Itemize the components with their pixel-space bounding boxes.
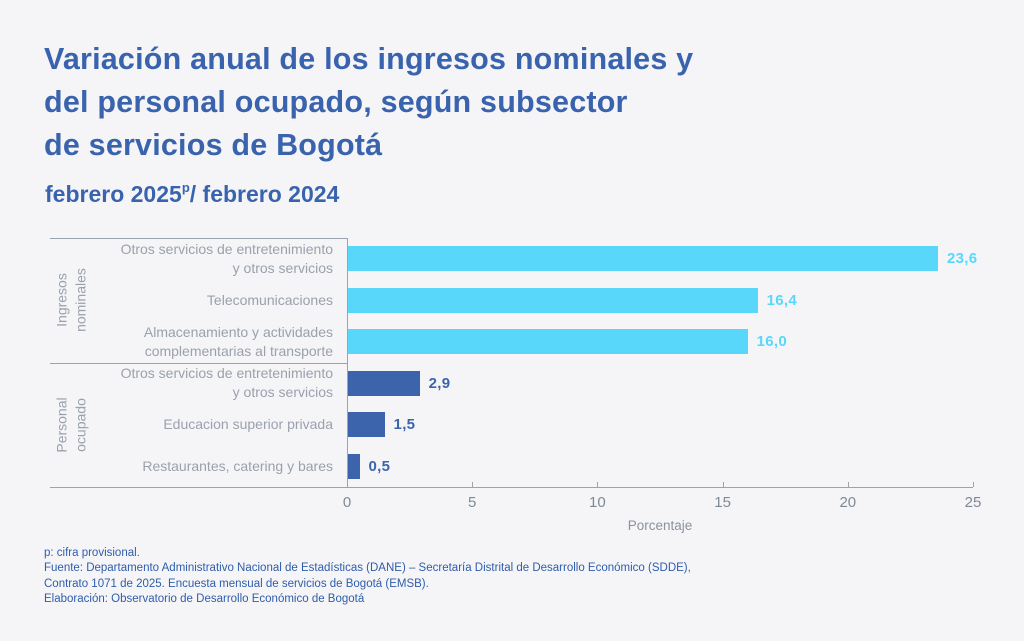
subtitle-period-end: / febrero 2024 bbox=[189, 181, 340, 207]
category-label: Otros servicios de entretenimiento y otr… bbox=[120, 240, 333, 276]
x-axis-tick-label: 0 bbox=[342, 494, 352, 511]
bar-value-label: 1,5 bbox=[393, 416, 416, 434]
bar-value-label: 23,6 bbox=[946, 250, 978, 268]
data-bar bbox=[347, 246, 938, 272]
bar-value-label: 16,0 bbox=[756, 333, 788, 351]
bar-value-label: 16,4 bbox=[766, 291, 798, 309]
group-separator-line bbox=[50, 362, 347, 364]
category-label: Educacion superior privada bbox=[163, 416, 333, 433]
group-separator-line bbox=[50, 238, 347, 239]
x-axis-tick bbox=[472, 482, 474, 487]
chart-subtitle: febrero 2025p/ febrero 2024 bbox=[45, 181, 339, 208]
y-axis-line bbox=[347, 238, 348, 487]
x-axis-tick-label: 20 bbox=[839, 494, 857, 511]
page-title: Variación anual de los ingresos nominale… bbox=[44, 42, 694, 162]
x-axis-tick bbox=[597, 482, 599, 487]
x-axis-tick-label: 25 bbox=[964, 494, 982, 511]
bar-chart: Ingresos nominales Otros servicios de ent… bbox=[50, 238, 981, 533]
x-axis-title: Porcentaje bbox=[627, 518, 693, 533]
x-axis-tick-label: 15 bbox=[714, 494, 731, 511]
data-bar bbox=[347, 370, 420, 396]
data-bar bbox=[347, 412, 385, 438]
x-axis-line bbox=[50, 487, 973, 488]
x-axis-tick bbox=[722, 482, 724, 487]
x-axis-tick bbox=[973, 482, 974, 487]
data-bar bbox=[347, 453, 360, 479]
x-axis-tick bbox=[847, 482, 849, 487]
category-label: Otros servicios de entretenimiento y otr… bbox=[120, 365, 333, 401]
provisional-superscript: p bbox=[181, 180, 190, 196]
x-axis-tick-label: 10 bbox=[589, 494, 606, 511]
category-label: Restaurantes, catering y bares bbox=[142, 457, 333, 474]
footnotes: p: cifra provisional. Fuente: Departamen… bbox=[44, 547, 691, 606]
bar-value-label: 0,5 bbox=[368, 457, 391, 475]
data-bar bbox=[347, 287, 758, 313]
bar-value-label: 2,9 bbox=[428, 374, 451, 392]
category-label: Almacenamiento y actividades complementa… bbox=[143, 323, 333, 359]
data-bar bbox=[347, 329, 748, 355]
category-label: Telecomunicaciones bbox=[206, 291, 333, 308]
x-axis-tick-label: 5 bbox=[468, 494, 477, 511]
subtitle-period-start: febrero 2025 bbox=[45, 181, 182, 207]
